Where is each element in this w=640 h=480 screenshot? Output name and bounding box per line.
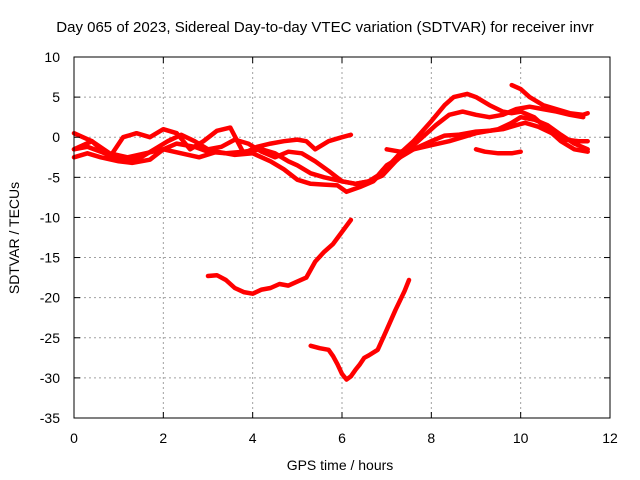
series-line-arc-7: [509, 82, 590, 118]
x-axis-label: GPS time / hours: [287, 457, 394, 473]
y-tick-label: -10: [40, 209, 60, 225]
x-tick-label: 2: [159, 430, 167, 446]
series-line-arc-6: [473, 147, 523, 156]
series-line-arc-9: [308, 277, 412, 382]
chart-title: Day 065 of 2023, Sidereal Day-to-day VTE…: [56, 19, 593, 36]
series-layer: [71, 82, 590, 382]
x-tick-label: 12: [602, 430, 618, 446]
x-tick-label: 4: [249, 430, 257, 446]
series-line-arc-8: [205, 217, 354, 296]
grid-layer: [74, 57, 610, 418]
x-tick-label: 6: [338, 430, 346, 446]
series-line-arc-3: [71, 104, 586, 187]
tick-layer: 0 2 4 6 8 10 12 10 5 0 -5 -10 -15 -20 -25 -30 -35: [40, 49, 618, 446]
y-tick-label: -35: [40, 410, 60, 426]
y-tick-label: 10: [44, 49, 60, 65]
y-tick-label: 0: [52, 129, 60, 145]
x-tick-label: 0: [70, 430, 78, 446]
y-axis-label: SDTVAR / TECUs: [6, 182, 22, 294]
x-tick-label: 8: [427, 430, 435, 446]
y-tick-label: -25: [40, 330, 60, 346]
series-line-arc-4: [71, 125, 354, 160]
y-tick-label: -15: [40, 250, 60, 266]
y-tick-label: 5: [52, 89, 60, 105]
y-tick-label: -30: [40, 370, 60, 386]
x-tick-label: 10: [513, 430, 529, 446]
y-tick-label: -5: [48, 169, 61, 185]
series-line-arc-5: [384, 114, 590, 154]
y-tick-label: -20: [40, 290, 60, 306]
